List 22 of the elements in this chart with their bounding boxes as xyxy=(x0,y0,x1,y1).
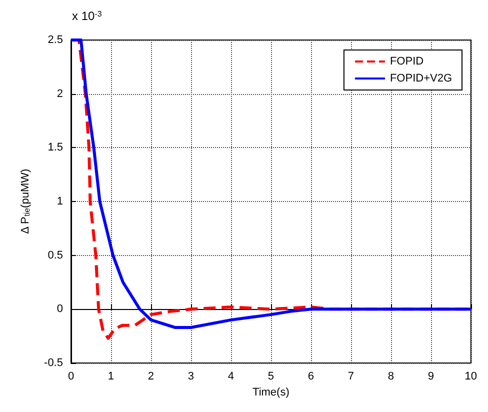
y-tick-label: 2 xyxy=(56,88,63,100)
x-tick-label: 9 xyxy=(428,370,434,382)
x-tick-label: 2 xyxy=(148,370,154,382)
y-tick-label: -0.5 xyxy=(44,357,63,369)
y-tick-label: 0.5 xyxy=(48,249,63,262)
y-axis-title: Δ Ptie(puMW) xyxy=(20,168,32,234)
x-tick-label: 7 xyxy=(348,370,354,382)
x-tick-label: 10 xyxy=(464,370,478,382)
y-tick-label: 2.5 xyxy=(48,34,63,46)
y-tick-label: 1.5 xyxy=(48,142,63,154)
x-axis-title: Time(s) xyxy=(252,386,290,398)
legend-label: FOPID xyxy=(390,56,424,68)
x-tick-label: 1 xyxy=(108,370,114,382)
legend-label: FOPID+V2G xyxy=(390,72,452,84)
x-tick-label: 3 xyxy=(188,370,194,382)
x-tick-label: 8 xyxy=(388,370,394,382)
x-tick-label: 0 xyxy=(68,370,74,382)
x-tick-label: 6 xyxy=(308,370,314,382)
y-tick-label: 1 xyxy=(56,196,63,208)
x-tick-label: 4 xyxy=(228,370,234,382)
x-tick-label: 5 xyxy=(268,370,274,382)
y-tick-label: 0 xyxy=(56,303,63,316)
